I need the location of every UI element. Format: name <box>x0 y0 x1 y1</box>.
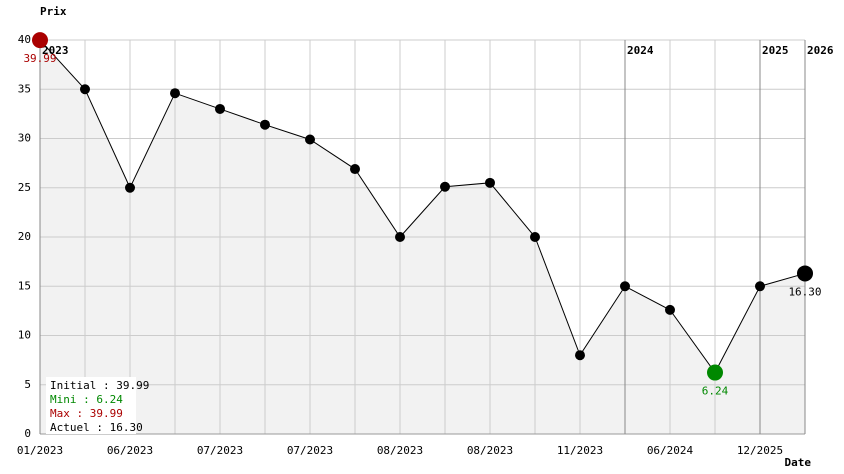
x-tick-label: 08/2023 <box>377 444 423 457</box>
y-tick-label: 5 <box>24 378 31 391</box>
stat-line: Initial : 39.99 <box>50 379 149 392</box>
x-tick-label: 11/2023 <box>557 444 603 457</box>
point <box>32 32 48 49</box>
point <box>125 182 135 193</box>
point <box>755 281 765 292</box>
x-tick-label: 12/2025 <box>737 444 783 457</box>
stats-box <box>46 377 136 434</box>
stat-line: Max : 39.99 <box>50 407 123 420</box>
x-tick-label: 07/2023 <box>197 444 243 457</box>
x-tick-label: 06/2024 <box>647 444 694 457</box>
x-axis-label: Date <box>785 456 812 469</box>
year-label: 2026 <box>807 44 834 57</box>
x-tick-label: 01/2023 <box>17 444 63 457</box>
line <box>39 39 806 374</box>
y-tick-label: 15 <box>18 279 31 292</box>
y-tick-label: 0 <box>24 427 31 440</box>
x-tick-label: 08/2023 <box>467 444 513 457</box>
point <box>260 119 270 130</box>
y-tick-label: 25 <box>18 181 31 194</box>
point <box>620 281 630 292</box>
point <box>350 164 360 175</box>
y-tick-label: 35 <box>18 82 31 95</box>
point <box>530 232 540 242</box>
value-label: 16.30 <box>788 285 821 298</box>
point <box>395 232 405 242</box>
stat-line: Mini : 6.24 <box>50 393 123 406</box>
year-label: 2023 <box>42 44 69 57</box>
value-label: 6.24 <box>702 385 729 398</box>
y-axis-label: Prix <box>40 5 67 18</box>
x-tick-label: 07/2023 <box>287 444 333 457</box>
y-tick-label: 30 <box>18 132 31 145</box>
point <box>305 134 315 145</box>
x-tick-label: 06/2023 <box>107 444 153 457</box>
y-tick-label: 40 <box>18 33 31 46</box>
value-label: 39.99 <box>23 52 56 65</box>
point <box>215 103 225 114</box>
stat-line: Actuel : 16.30 <box>50 421 143 434</box>
y-tick-label: 20 <box>18 230 31 243</box>
point <box>170 88 180 99</box>
point <box>797 265 813 282</box>
point <box>80 84 90 95</box>
point <box>707 364 723 381</box>
y-tick-label: 10 <box>18 329 31 342</box>
point <box>665 304 675 315</box>
point <box>485 177 495 188</box>
point <box>575 350 585 361</box>
year-label: 2024 <box>627 44 654 57</box>
point <box>440 181 450 192</box>
year-label: 2025 <box>762 44 789 57</box>
